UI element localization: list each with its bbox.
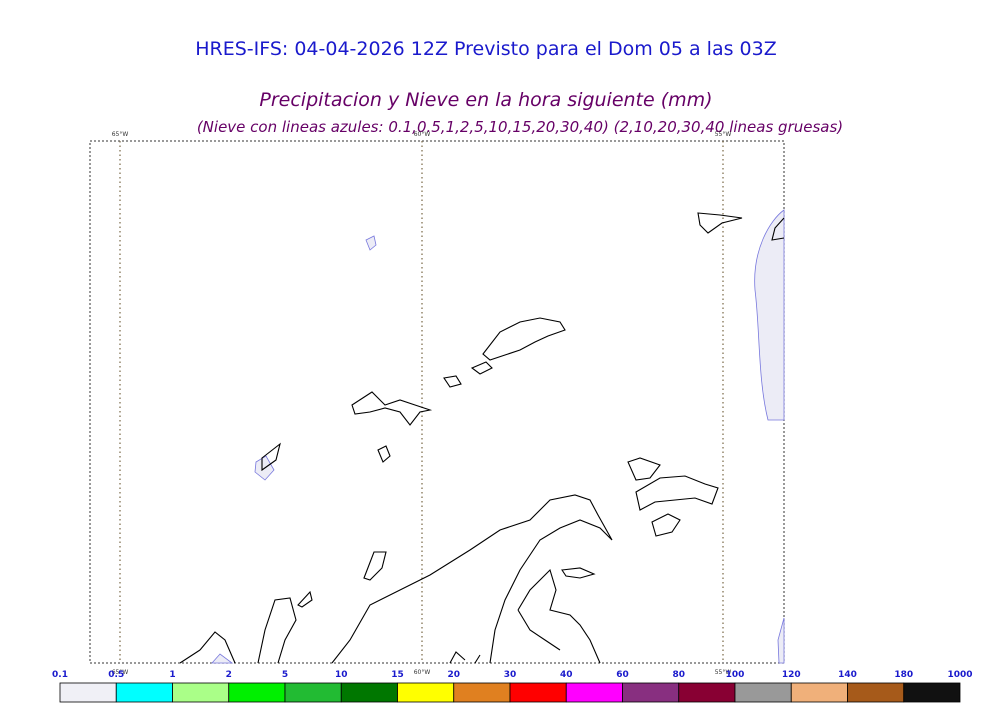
coastline xyxy=(363,551,387,581)
lon-label: 55°W xyxy=(715,669,732,676)
colorbar-label: 10 xyxy=(335,670,348,680)
coastline xyxy=(331,494,613,664)
colorbar-label: 0.5 xyxy=(108,670,124,680)
coastline xyxy=(179,631,236,664)
snow-area xyxy=(754,209,785,421)
colorbar-label: 120 xyxy=(782,670,801,680)
colorbar-swatch xyxy=(790,682,848,703)
colorbar: 0.1 0.5 1 2 5 10 15 20 30 40 60 80 100 120 140 180 1000 xyxy=(52,670,973,703)
lon-label: 60°W xyxy=(414,131,431,138)
coastline xyxy=(470,361,493,375)
colorbar-swatch xyxy=(565,682,623,703)
lon-label: 65°W xyxy=(112,669,129,676)
colorbar-swatch xyxy=(453,682,511,703)
colorbar-swatch xyxy=(340,682,398,703)
title: HRES-IFS: 04-04-2026 12Z Previsto para e… xyxy=(195,38,777,60)
coastline xyxy=(482,317,566,361)
lon-label: 65°W xyxy=(112,131,129,138)
colorbar-label: 20 xyxy=(447,670,460,680)
colorbar-label: 60 xyxy=(616,670,629,680)
colorbar-label: 1 xyxy=(169,670,175,680)
coastline xyxy=(561,567,596,579)
colorbar-swatch xyxy=(734,682,792,703)
colorbar-label: 80 xyxy=(672,670,685,680)
colorbar-label: 5 xyxy=(282,670,288,680)
colorbar-label: 140 xyxy=(838,670,857,680)
colorbar-label: 1000 xyxy=(947,670,972,680)
colorbar-swatch xyxy=(903,682,961,703)
snow-area xyxy=(211,653,234,664)
note: (Nieve con lineas azules: 0.1,0.5,1,2,5,… xyxy=(197,118,843,136)
colorbar-swatch xyxy=(284,682,342,703)
coastline xyxy=(697,212,743,234)
colorbar-swatch xyxy=(678,682,736,703)
coastline xyxy=(297,590,313,608)
colorbar-label: 180 xyxy=(894,670,913,680)
coastline xyxy=(351,391,433,426)
lon-label: 60°W xyxy=(414,669,431,676)
coastline xyxy=(377,445,391,463)
snow-area xyxy=(777,617,785,664)
colorbar-swatch xyxy=(622,682,680,703)
colorbar-label: 2 xyxy=(226,670,232,680)
coastline xyxy=(517,568,601,664)
coastline xyxy=(261,442,281,472)
coastline xyxy=(449,651,481,664)
colorbar-label: 0.1 xyxy=(52,670,68,680)
coastline xyxy=(651,513,681,537)
colorbar-swatch xyxy=(509,682,567,703)
coastline xyxy=(257,597,297,664)
colorbar-swatch xyxy=(172,682,230,703)
colorbar-swatch xyxy=(115,682,173,703)
colorbar-label: 40 xyxy=(560,670,573,680)
map: 65°W 60°W 55°W 65°W 60°W 55°W xyxy=(89,131,785,676)
lon-label: 55°W xyxy=(715,131,732,138)
colorbar-swatch xyxy=(59,682,117,703)
subtitle: Precipitacion y Nieve en la hora siguien… xyxy=(259,89,712,111)
map-frame xyxy=(89,140,785,664)
coastline xyxy=(627,457,661,481)
colorbar-swatch xyxy=(228,682,286,703)
coastline xyxy=(635,475,719,511)
coastline xyxy=(443,375,462,388)
colorbar-label: 15 xyxy=(391,670,404,680)
colorbar-swatch xyxy=(397,682,455,703)
coastline xyxy=(771,217,785,241)
colorbar-swatch xyxy=(847,682,905,703)
colorbar-label: 30 xyxy=(504,670,517,680)
colorbar-label: 100 xyxy=(726,670,745,680)
snow-area xyxy=(365,235,377,251)
